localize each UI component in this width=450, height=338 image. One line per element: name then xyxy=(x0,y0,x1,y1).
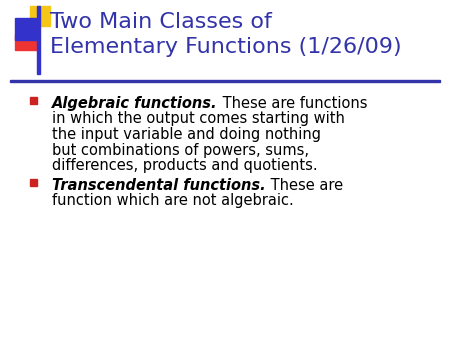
Bar xyxy=(10,80,440,82)
Text: the input variable and doing nothing: the input variable and doing nothing xyxy=(52,127,321,142)
Bar xyxy=(15,18,37,40)
Bar xyxy=(15,34,37,50)
Bar xyxy=(37,6,40,74)
Text: in which the output comes starting with: in which the output comes starting with xyxy=(52,112,345,126)
Text: Transcendental functions.: Transcendental functions. xyxy=(52,178,266,193)
Text: function which are not algebraic.: function which are not algebraic. xyxy=(52,193,294,209)
Bar xyxy=(30,6,50,26)
Text: Algebraic functions.: Algebraic functions. xyxy=(52,96,217,111)
Text: differences, products and quotients.: differences, products and quotients. xyxy=(52,158,318,173)
Bar xyxy=(30,97,36,103)
Text: These are functions: These are functions xyxy=(217,96,367,111)
Bar xyxy=(30,178,36,186)
Text: These are: These are xyxy=(266,178,343,193)
Text: Two Main Classes of
Elementary Functions (1/26/09): Two Main Classes of Elementary Functions… xyxy=(50,12,401,57)
Text: but combinations of powers, sums,: but combinations of powers, sums, xyxy=(52,143,309,158)
